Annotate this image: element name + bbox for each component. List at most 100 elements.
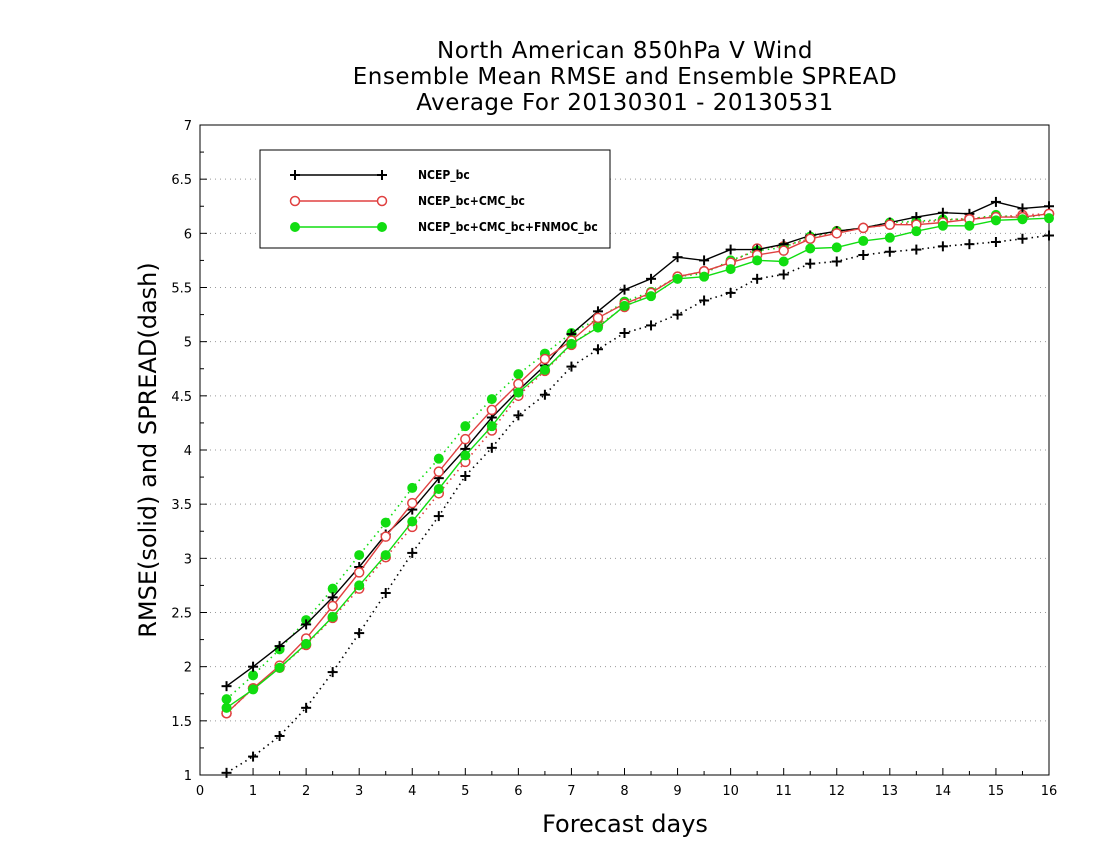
series-layer (221, 196, 1055, 778)
legend: NCEP_bc NCEP_bc+CMC_bc NCEP_bc+CMC_bc+FNMO… (259, 149, 611, 249)
y-tick-label: 3.5 (171, 498, 192, 513)
data-point-rmse (274, 641, 285, 652)
data-point-rmse (831, 228, 842, 239)
data-point-spread (221, 767, 232, 778)
data-point-spread (354, 628, 365, 639)
data-point-rmse (327, 611, 338, 622)
data-point-rmse (937, 220, 948, 231)
legend-label: NCEP_bc (418, 168, 470, 183)
x-tick-label: 14 (935, 784, 952, 799)
y-tick-label: 4 (184, 444, 192, 459)
data-point-rmse (805, 243, 816, 254)
y-tick-label: 5.5 (171, 282, 192, 297)
data-point-spread (539, 389, 550, 400)
chart-title-line-3: Average For 20130301 - 20130531 (416, 90, 834, 116)
data-point-rmse (672, 273, 683, 284)
series-line-rmse (226, 201, 1050, 687)
data-point-rmse (778, 256, 789, 267)
data-point-rmse (1044, 213, 1054, 224)
data-point-spread (513, 369, 524, 380)
data-point-rmse (858, 222, 869, 234)
data-point-spread (619, 328, 630, 338)
x-tick-label: 5 (461, 784, 469, 799)
data-point-rmse (858, 235, 869, 246)
x-tick-label: 4 (408, 784, 416, 799)
data-point-rmse (646, 273, 657, 284)
data-point-spread (778, 269, 789, 280)
x-tick-label: 13 (882, 784, 899, 799)
data-point-rmse (486, 404, 498, 416)
legend-marker (377, 222, 387, 232)
data-point-spread (513, 410, 524, 421)
y-tick-label: 4.5 (171, 390, 192, 405)
y-tick-label: 6 (184, 227, 192, 242)
data-point-rmse (884, 219, 896, 230)
data-point-rmse (592, 322, 603, 333)
series-rmse-1 (221, 208, 1055, 719)
legend-marker (377, 170, 387, 180)
data-point-spread (433, 453, 444, 464)
data-point-rmse (911, 226, 922, 237)
y-tick-label: 7 (184, 119, 192, 134)
x-tick-label: 6 (514, 784, 522, 799)
series-line-rmse (226, 217, 1050, 709)
data-point-rmse (433, 466, 445, 477)
data-point-rmse (831, 242, 842, 253)
y-tick-label: 6.5 (171, 173, 192, 188)
data-point-rmse (778, 245, 789, 256)
data-point-spread (937, 241, 948, 252)
data-point-rmse (539, 364, 550, 375)
data-point-rmse (884, 232, 895, 243)
data-point-rmse (353, 567, 365, 578)
data-point-rmse (566, 338, 577, 349)
data-point-rmse (460, 433, 471, 445)
x-tick-label: 11 (775, 784, 792, 799)
data-point-spread (990, 237, 1001, 247)
data-point-rmse (619, 284, 630, 295)
data-point-spread (566, 361, 577, 372)
y-tick-label: 1 (184, 769, 192, 784)
axis-ticks: 11.522.533.544.555.566.570 1 2 3 4 5 6 7 8 9 10 11 1… (171, 119, 1057, 799)
data-point-rmse (301, 619, 312, 630)
data-point-spread (460, 471, 471, 481)
data-point-spread (858, 250, 869, 260)
data-point-rmse (380, 550, 391, 561)
y-tick-label: 5 (184, 336, 192, 351)
y-tick-label: 2.5 (171, 607, 192, 622)
data-point-rmse (699, 271, 710, 282)
data-point-spread (805, 258, 816, 269)
data-point-spread (248, 751, 259, 762)
grid-lines (200, 178, 1049, 722)
x-axis-label: Forecast days (542, 810, 708, 838)
data-point-rmse (937, 207, 948, 218)
legend-label: NCEP_bc+CMC_bc (418, 194, 525, 209)
data-point-rmse (672, 252, 683, 263)
data-point-rmse (699, 255, 710, 266)
data-point-rmse (327, 600, 338, 612)
data-point-spread (486, 394, 497, 405)
data-point-rmse (407, 516, 418, 527)
series-line-rmse (226, 213, 1050, 714)
x-tick-label: 0 (196, 784, 204, 799)
x-tick-label: 10 (722, 784, 739, 799)
data-point-spread (274, 731, 285, 741)
chart-title-line-1: North American 850hPa V Wind (437, 38, 813, 64)
data-point-rmse (407, 497, 418, 509)
series-rmse-0 (221, 196, 1054, 692)
data-point-rmse (301, 638, 312, 649)
data-point-rmse (433, 484, 444, 494)
data-point-spread (354, 550, 365, 561)
x-tick-label: 15 (988, 784, 1005, 799)
data-point-spread (380, 517, 391, 528)
data-point-rmse (725, 244, 736, 255)
x-tick-label: 1 (249, 784, 257, 799)
series-spread-1 (221, 208, 1055, 719)
data-point-rmse (1017, 203, 1028, 214)
data-point-spread (221, 694, 232, 705)
y-tick-label: 2 (184, 661, 192, 676)
x-tick-label: 7 (567, 784, 575, 799)
chart-title-line-2: Ensemble Mean RMSE and Ensemble SPREAD (352, 64, 898, 90)
series-spread-0 (221, 230, 1054, 778)
data-point-rmse (725, 264, 736, 275)
